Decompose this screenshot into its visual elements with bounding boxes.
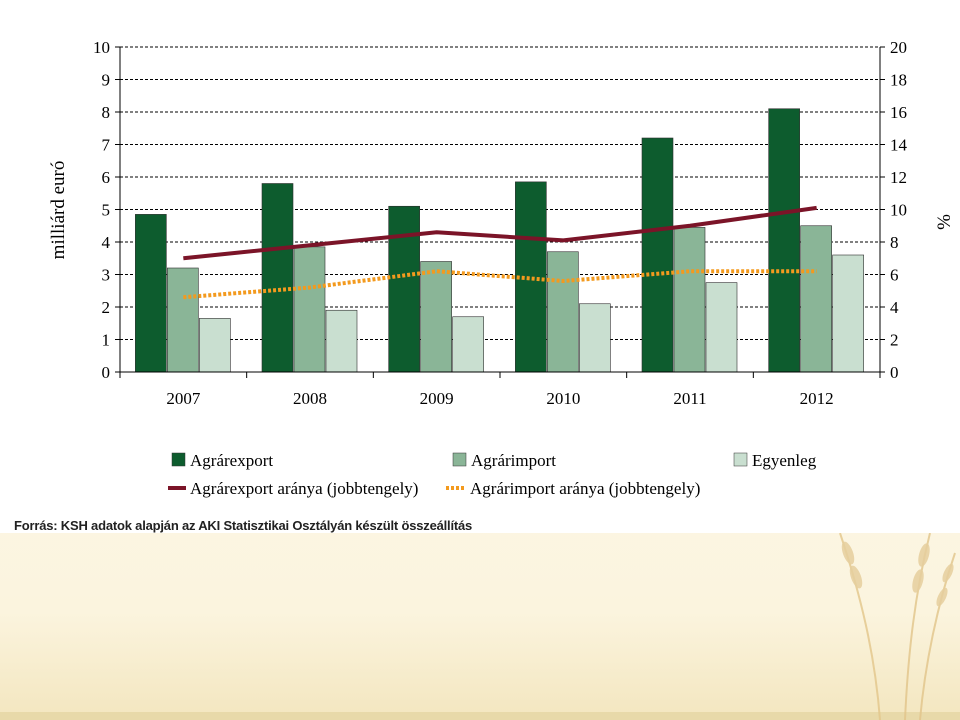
y-tick-label: 1 <box>102 331 111 350</box>
bar-agr-rexport <box>515 181 547 373</box>
bar-agr-rimport <box>547 251 579 373</box>
bar-agr-rexport <box>261 183 294 373</box>
line-agr-rexport-ar-nya-jobbtengely- <box>183 205 817 261</box>
y2-tick-label: 2 <box>890 331 899 350</box>
bar-egyenleg <box>705 282 738 373</box>
y-tick-label: 9 <box>102 71 111 90</box>
source-note: Forrás: KSH adatok alapján az AKI Statis… <box>14 518 473 533</box>
y2-tick-label: 14 <box>890 136 908 155</box>
bar-agr-rimport <box>420 261 452 373</box>
legend-label-agrarexport: Agrárexport <box>190 451 273 470</box>
line-agr-rimport-ar-nya-jobbtengely- <box>183 269 817 300</box>
bar-egyenleg <box>832 254 864 373</box>
ratio-lines <box>183 205 817 300</box>
bar-agr-rimport <box>293 246 326 373</box>
y-tick-label: 3 <box>102 266 111 285</box>
y2-tick-label: 0 <box>890 363 899 382</box>
y-tick-label: 4 <box>102 233 111 252</box>
y2-tick-label: 6 <box>890 266 899 285</box>
x-tick-label: 2007 <box>166 389 201 408</box>
y2-tick-label: 10 <box>890 201 907 220</box>
y2-tick-label: 4 <box>890 298 899 317</box>
wheat-decoration <box>839 533 956 720</box>
y-axis-title: milliárd euró <box>48 161 69 260</box>
legend-label-import-ratio: Agrárimport aránya (jobbtengely) <box>470 479 700 498</box>
y2-tick-label: 20 <box>890 38 907 57</box>
y-tick-label: 5 <box>102 201 111 220</box>
legend-label-export-ratio: Agrárexport aránya (jobbtengely) <box>190 479 418 498</box>
y2-axis-title: % <box>934 214 955 230</box>
y-tick-label: 2 <box>102 298 111 317</box>
bar-agr-rexport <box>641 137 674 373</box>
y2-tick-label: 16 <box>890 103 907 122</box>
bar-egyenleg <box>579 303 611 373</box>
y-tick-label: 0 <box>102 363 111 382</box>
bar-agr-rimport <box>167 267 199 373</box>
legend-label-egyenleg: Egyenleg <box>752 451 817 470</box>
bar-agr-rimport <box>673 227 706 373</box>
legend-swatch-egyenleg <box>733 452 748 467</box>
legend-label-agrarimport: Agrárimport <box>471 451 556 470</box>
y-tick-label: 10 <box>93 38 110 57</box>
x-tick-label: 2009 <box>420 389 454 408</box>
gridlines <box>120 46 880 340</box>
legend-swatch-agrarimport <box>452 452 467 467</box>
bar-agr-rexport <box>388 205 420 373</box>
y2-tick-label: 18 <box>890 71 907 90</box>
bar-agr-rexport <box>768 108 800 373</box>
y-tick-label: 6 <box>102 168 111 187</box>
y2-tick-label: 8 <box>890 233 899 252</box>
bars <box>135 108 864 373</box>
bar-agr-rimport <box>800 225 832 373</box>
y2-tick-label: 12 <box>890 168 907 187</box>
bottom-strip <box>0 712 960 720</box>
x-tick-label: 2012 <box>800 389 834 408</box>
y-tick-label: 7 <box>102 136 111 155</box>
legend-swatch-agrarexport <box>171 452 186 467</box>
x-tick-label: 2011 <box>673 389 706 408</box>
bar-egyenleg <box>199 318 231 373</box>
x-tick-label: 2010 <box>546 389 580 408</box>
legend: Agrárexport Agrárimport Egyenleg Agrárex… <box>168 451 817 498</box>
x-tick-label: 2008 <box>293 389 327 408</box>
bar-egyenleg <box>452 316 484 373</box>
bar-egyenleg <box>325 309 358 373</box>
bar-agr-rexport <box>135 214 167 373</box>
y-tick-label: 8 <box>102 103 111 122</box>
